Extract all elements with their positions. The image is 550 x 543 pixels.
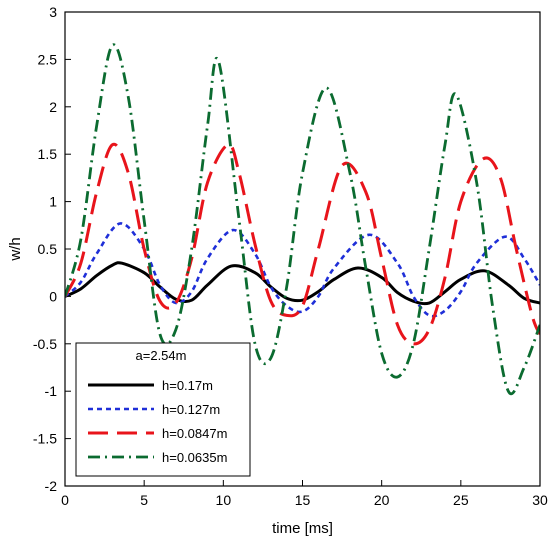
series-line-1	[65, 261, 540, 306]
legend-label-4: h=0.0635m	[162, 450, 227, 465]
x-tick-label: 5	[140, 492, 148, 508]
y-tick-label: -1	[45, 383, 58, 399]
x-tick-label: 15	[295, 492, 311, 508]
y-tick-label: 1.5	[38, 146, 58, 162]
legend-label-3: h=0.0847m	[162, 426, 227, 441]
legend-label-2: h=0.127m	[162, 402, 220, 417]
y-tick-label: 2	[49, 99, 57, 115]
y-axis-label: w/h	[7, 237, 24, 261]
x-tick-label: 0	[61, 492, 69, 508]
x-tick-label: 20	[374, 492, 390, 508]
y-tick-label: 0	[49, 288, 57, 304]
y-tick-label: -0.5	[33, 336, 57, 352]
y-tick-label: 1	[49, 194, 57, 210]
series-line-4	[65, 43, 540, 395]
x-tick-label: 30	[532, 492, 548, 508]
x-axis-label: time [ms]	[272, 520, 333, 537]
y-tick-label: 2.5	[38, 51, 58, 67]
legend: a=2.54m h=0.17m h=0.127m h=0.0847m h=0.0635…	[75, 342, 251, 477]
y-tick-label: 3	[49, 4, 57, 20]
y-tick-label: -2	[45, 478, 58, 494]
y-tick-label: -1.5	[33, 431, 57, 447]
legend-box	[75, 342, 251, 477]
series-line-3	[65, 142, 540, 346]
legend-title: a=2.54m	[136, 348, 187, 363]
axis-ticks: 0 5 10 15 20 25 30 -2 -1.5 -1 -0.5 0 0.5 1 1.5 2 2.5 3	[33, 4, 548, 508]
x-tick-label: 25	[453, 492, 469, 508]
plot-frame	[64, 11, 541, 487]
legend-label-1: h=0.17m	[162, 378, 213, 393]
y-tick-label: 0.5	[38, 241, 58, 257]
x-tick-label: 10	[216, 492, 232, 508]
legend-entries: h=0.17m h=0.127m h=0.0847m h=0.0635m	[88, 378, 227, 465]
series-line-2	[65, 222, 540, 318]
series-lines	[65, 43, 540, 395]
